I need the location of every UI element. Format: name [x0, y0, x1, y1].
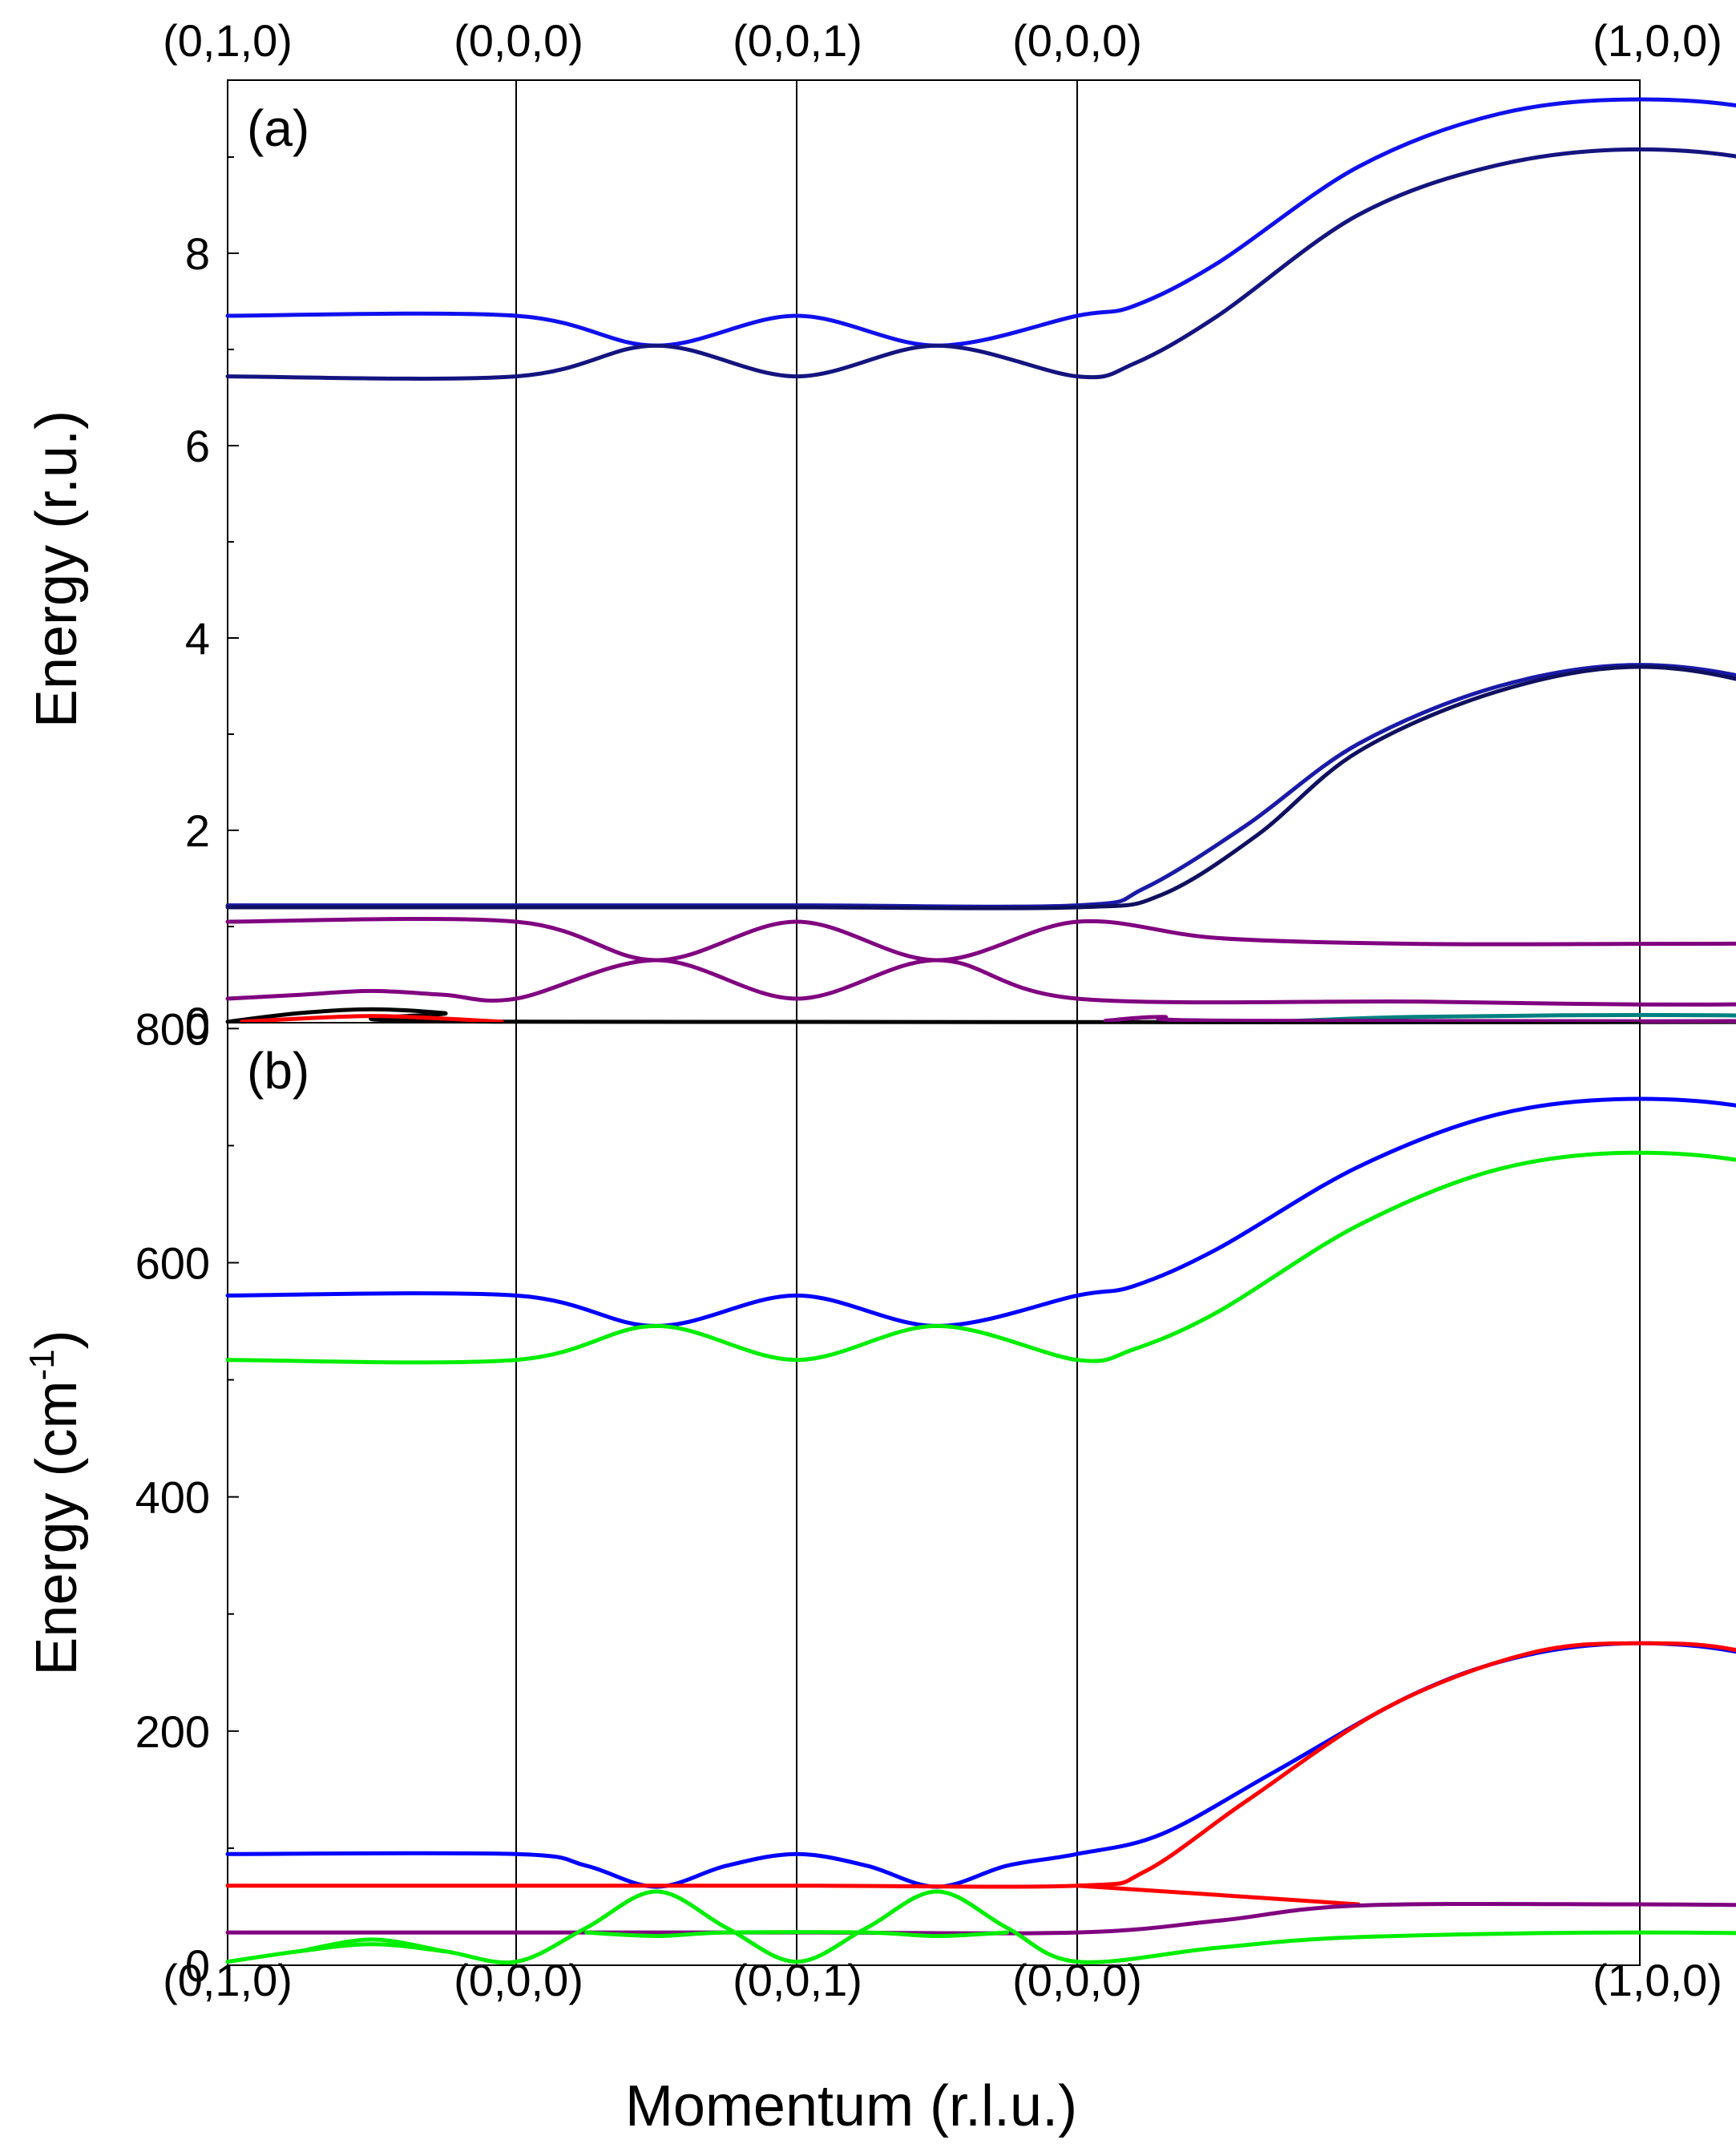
panel-b-label: (b)	[247, 1042, 309, 1100]
panel-b-y-title-tail: )	[25, 1330, 89, 1349]
panel-a-ytick-label-3: 6	[185, 421, 210, 471]
panel-b-ytick-label-2: 400	[135, 1472, 210, 1523]
panel-b-series-8	[297, 1937, 446, 1953]
panel-a-ytick-label-4: 8	[185, 228, 210, 279]
panel-a: 0 2 4 6 8 (a)	[185, 79, 1736, 1048]
panel-a-series-5	[225, 958, 1736, 1007]
panel-a-series-0	[225, 97, 1736, 348]
panel-b-frame	[227, 1022, 1641, 1966]
bottom-tick-label-4: (1,0,0)	[1593, 1955, 1722, 2005]
panel-a-series-3	[225, 664, 1736, 910]
panel-a-y-axis-title: Energy (r.u.)	[25, 410, 89, 728]
panel-b-series-2	[225, 1641, 1736, 1889]
panel-a-label: (a)	[247, 99, 309, 157]
x-axis-title: Momentum (r.l.u.)	[625, 2074, 1077, 2138]
panel-a-series-7	[240, 1014, 504, 1024]
panel-b-ytick-label-3: 600	[135, 1237, 210, 1288]
panel-b-series-9	[584, 1930, 1009, 1938]
panel-b-ytick-label-0: 0	[185, 1940, 210, 1991]
top-tick-label-0: (0,1,0)	[163, 15, 293, 66]
top-tick-labels: (0,1,0) (0,0,0) (0,0,1) (0,0,0) (1,0,0)	[163, 15, 1722, 66]
panel-a-series-1	[225, 147, 1736, 381]
panel-b-series-1	[225, 1150, 1736, 1365]
panel-a-series-8	[1272, 1012, 1736, 1024]
panel-b-series-0	[225, 1096, 1736, 1328]
bottom-tick-labels: (0,1,0) (0,0,0) (0,0,1) (0,0,0) (1,0,0)	[163, 1955, 1722, 2005]
panel-b-series-7	[225, 1889, 1736, 1965]
panel-b-y-title-main: Energy (cm	[25, 1381, 89, 1676]
panel-a-series-2	[225, 663, 1736, 909]
panel-b-y-axis-title: Energy (cm-1)	[22, 1330, 89, 1675]
top-tick-label-3: (0,0,0)	[1012, 15, 1142, 66]
panel-a-ytick-label-2: 4	[185, 613, 210, 664]
top-tick-label-1: (0,0,0)	[454, 15, 583, 66]
panel-b-series-4	[1075, 1883, 1361, 1907]
panel-b: 0 200 400 600 800 (b)	[135, 1003, 1736, 1991]
panel-a-frame	[227, 79, 1641, 1023]
panel-a-ytick-label-0: 0	[185, 998, 210, 1048]
panel-b-y-title-sup: -1	[22, 1349, 62, 1380]
panel-b-ytick-label-1: 200	[135, 1706, 210, 1757]
panel-a-series-4	[225, 916, 1736, 963]
top-tick-label-2: (0,0,1)	[733, 15, 862, 66]
panel-a-series-9	[1103, 1015, 1736, 1023]
top-tick-label-4: (1,0,0)	[1593, 15, 1722, 66]
panel-b-series-3	[225, 1641, 1736, 1889]
panel-a-ytick-label-1: 2	[185, 805, 210, 856]
panel-b-ytick-label-4: 800	[135, 1003, 210, 1054]
